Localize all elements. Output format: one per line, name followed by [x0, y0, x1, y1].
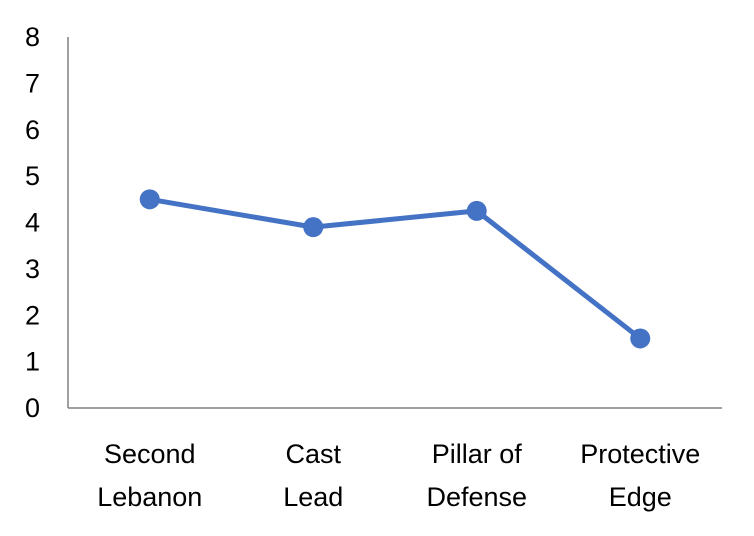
x-tick-label: Cast Lead [283, 439, 343, 512]
y-tick-label: 6 [25, 115, 40, 145]
x-tick-label-line: Pillar of [432, 439, 523, 469]
y-tick-label: 5 [25, 161, 40, 191]
x-tick-label: Second Lebanon [97, 439, 202, 512]
x-tick-label-line: Second [104, 439, 196, 469]
y-tick-label: 7 [25, 68, 40, 98]
x-tick-label-line: Defense [426, 482, 527, 512]
x-tick-label-line: Lead [283, 482, 343, 512]
y-tick-label: 0 [25, 393, 40, 423]
data-point [139, 189, 160, 210]
series-line [147, 196, 643, 341]
x-tick-label: Protective Edge [580, 439, 700, 512]
x-tick-label-line: Edge [609, 482, 672, 512]
x-tick-label: Pillar of Defense [426, 439, 527, 512]
data-point [466, 200, 487, 221]
y-tick-label: 3 [25, 254, 40, 284]
y-tick-label: 4 [25, 208, 40, 238]
data-point [303, 217, 324, 238]
x-tick-label-line: Cast [285, 439, 341, 469]
x-axis-tick-labels: Second Lebanon Cast Lead Pillar of Defense Pro… [97, 439, 700, 512]
y-tick-label: 2 [25, 300, 40, 330]
y-tick-label: 8 [25, 22, 40, 52]
y-axis-tick-labels: 0 1 2 3 4 5 6 7 8 [25, 22, 40, 423]
y-tick-label: 1 [25, 347, 40, 377]
series-layer [139, 189, 651, 349]
data-point [630, 328, 651, 349]
x-tick-label-line: Protective [580, 439, 700, 469]
x-tick-label-line: Lebanon [97, 482, 202, 512]
